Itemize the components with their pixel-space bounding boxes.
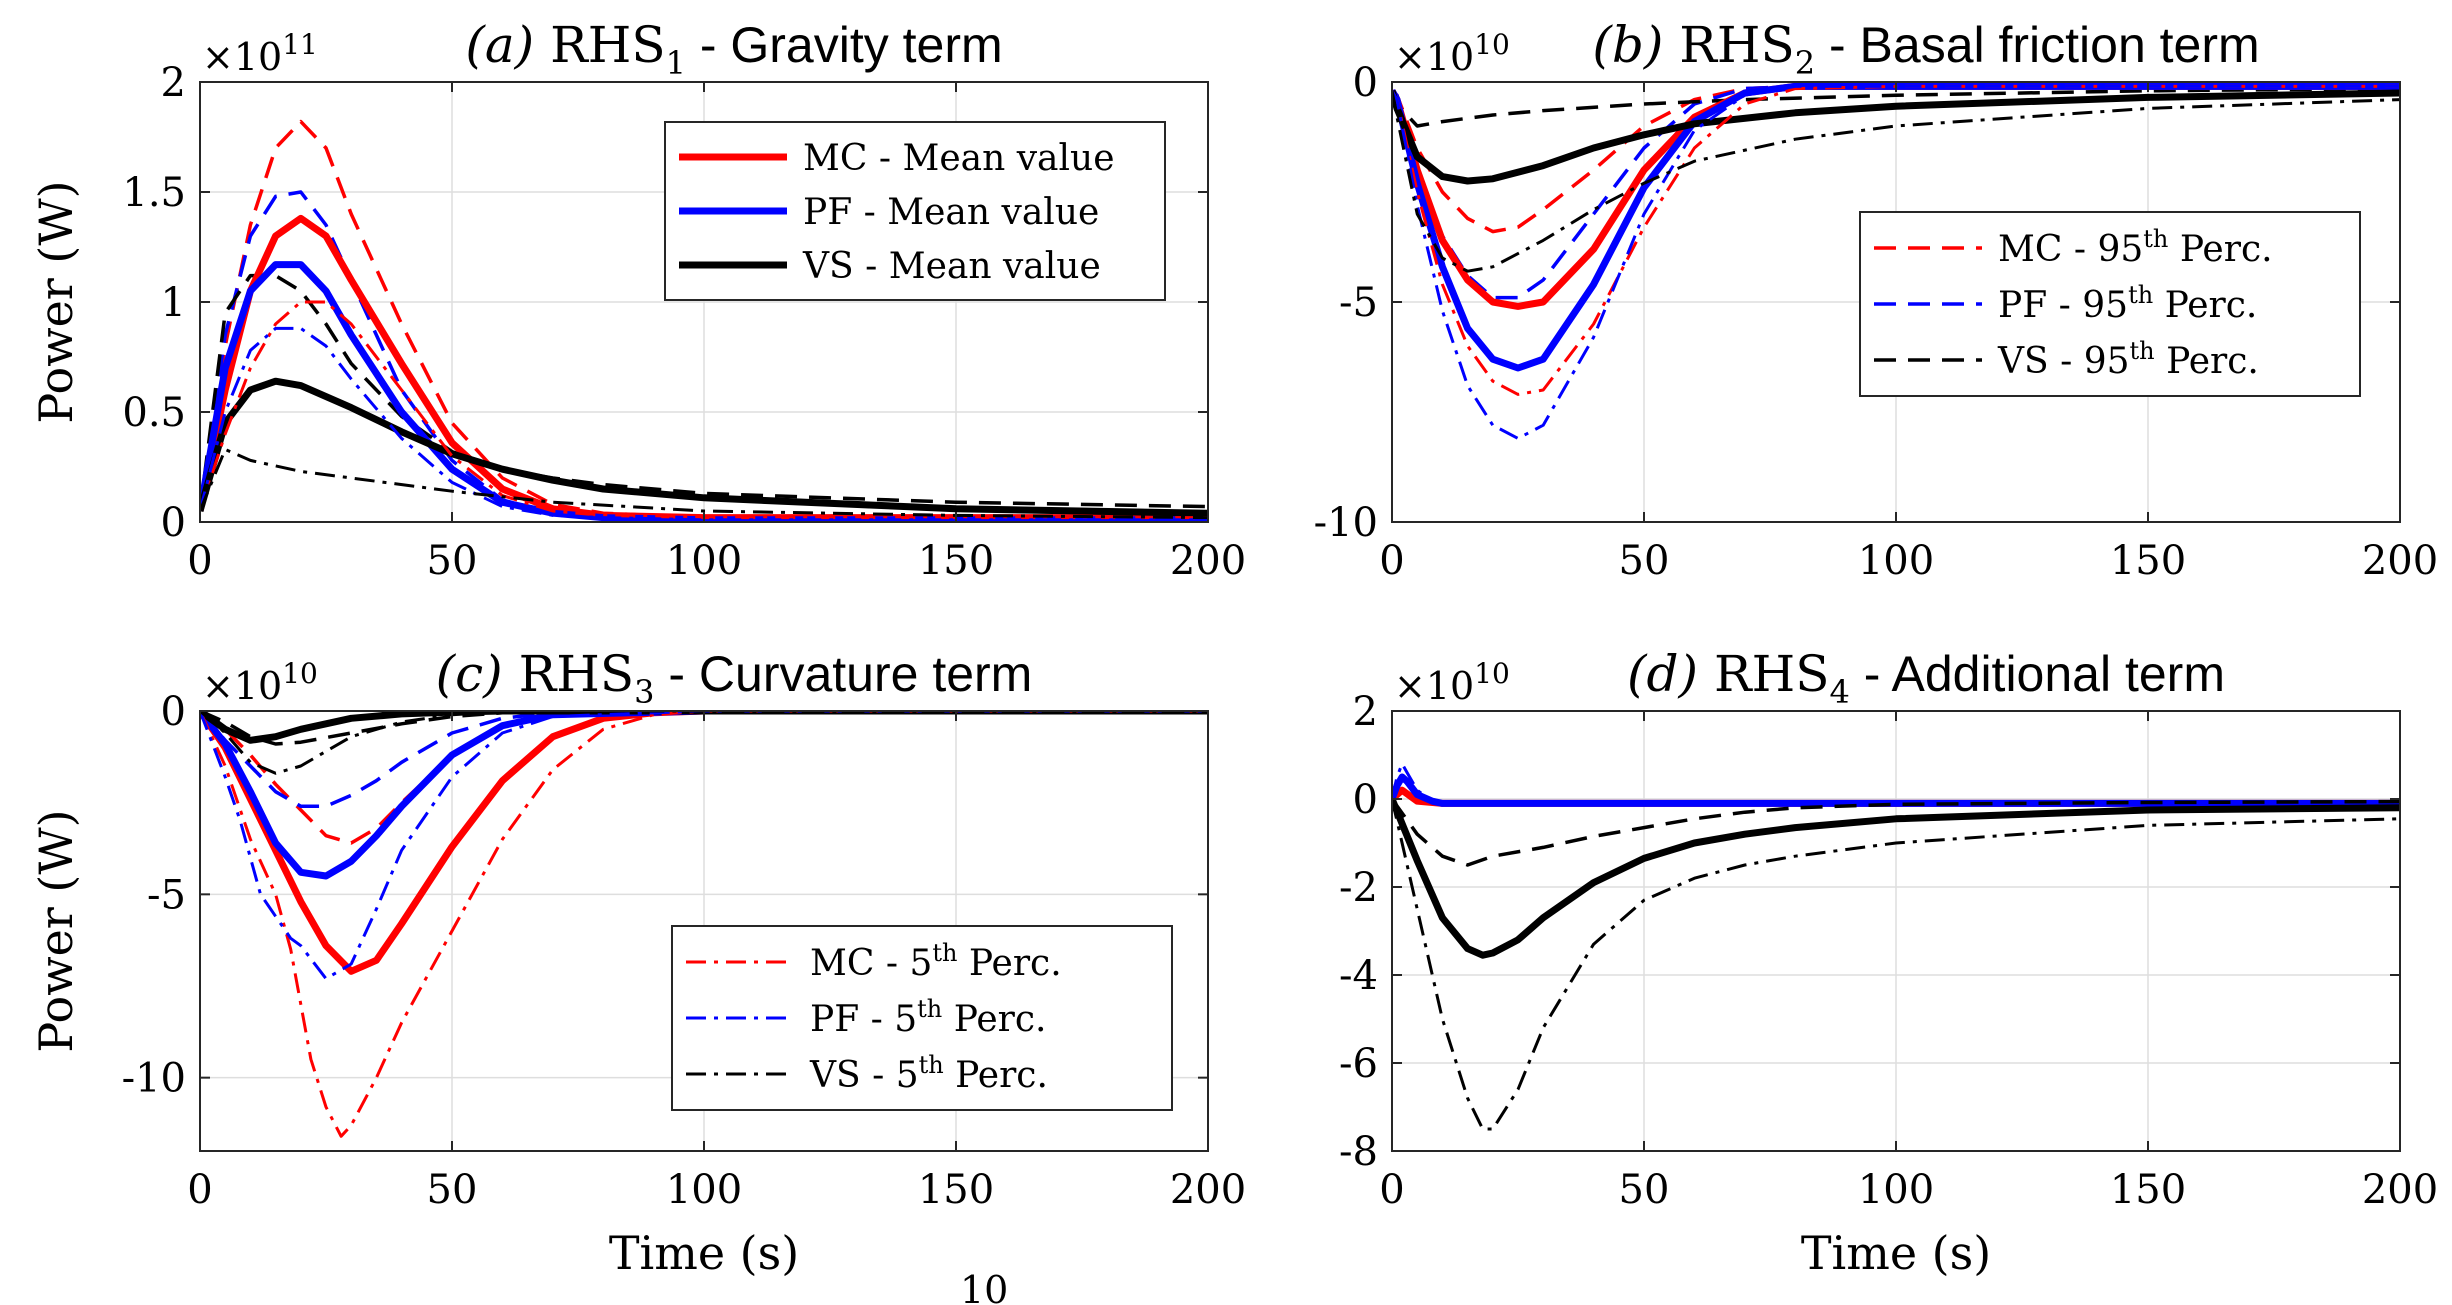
panel-title: (b) RHS2 - Basal friction term [1592, 16, 2259, 82]
series-line-dashdot [200, 711, 1208, 1138]
series-line-dashdot [200, 326, 1208, 522]
legend-label: MC - 5th Perc. [810, 939, 1062, 984]
x-tick-label: 50 [427, 538, 478, 584]
y-tick-label: -6 [1339, 1041, 1378, 1087]
legend-label: PF - 95th Perc. [1998, 281, 2257, 326]
legend-label: PF - 5th Perc. [810, 995, 1046, 1040]
x-tick-label: 150 [2110, 1167, 2186, 1213]
y-tick-label: -10 [122, 1056, 186, 1102]
y-tick-label: 0 [1353, 60, 1378, 106]
x-axis-label: Time (s) [609, 1226, 799, 1280]
y-tick-label: 1.5 [122, 170, 186, 216]
x-tick-label: 100 [666, 1167, 742, 1213]
x-tick-label: 0 [1379, 1167, 1404, 1213]
legend-label: VS - Mean value [802, 246, 1101, 287]
x-tick-label: 100 [666, 538, 742, 584]
x-tick-label: 200 [2362, 1167, 2438, 1213]
series-line-solid [1392, 89, 2400, 185]
y-tick-label: 0 [1353, 777, 1378, 823]
axis-multiplier: ×1011 [202, 28, 318, 79]
series-group [1392, 762, 2400, 1131]
footer-fragment: 10 [960, 1268, 1008, 1305]
series-line-solid [200, 711, 1208, 744]
x-tick-label: 150 [918, 1167, 994, 1213]
series-line-dashdot [200, 447, 1208, 520]
panel-a: 0 50 100 150 200 0 0.5 1 1.5 2 ×1011 (a) RHS1 - Gra… [29, 16, 1246, 584]
series-line-dashdot [200, 300, 1208, 520]
y-tick-label: -4 [1339, 953, 1378, 999]
series-line-dash [200, 711, 1208, 746]
y-tick-label: -2 [1339, 865, 1378, 911]
x-tick-label: 150 [918, 538, 994, 584]
legend-label: VS - 95th Perc. [1997, 337, 2259, 382]
legend-label: MC - Mean value [803, 138, 1115, 179]
y-tick-label: 2 [1353, 689, 1378, 735]
panel-title: (d) RHS4 - Additional term [1627, 645, 2225, 711]
x-tick-label: 0 [187, 538, 212, 584]
x-tick-label: 200 [1170, 538, 1246, 584]
x-tick-label: 50 [1619, 1167, 1670, 1213]
x-tick-label: 100 [1858, 1167, 1934, 1213]
series-line-dash [1392, 86, 2400, 128]
x-tick-label: 200 [2362, 538, 2438, 584]
panel-c: 0 50 100 150 200 0 -5 -10 ×1010 (c) RHS3 - Curvat… [29, 645, 1246, 1280]
panel-d: 0 50 100 150 200 2 0 -2 -4 -6 -8 ×1010 (d) RHS4 - Ad… [1339, 645, 2438, 1280]
panel-b: 0 50 100 150 200 0 -5 -10 ×1010 (b) RHS2 - Basal … [1314, 16, 2439, 584]
series-line-dashdot [200, 711, 1208, 981]
y-tick-label: 1 [161, 280, 186, 326]
series-line-solid [200, 377, 1208, 517]
series-line-solid [1392, 797, 2400, 959]
x-axis-label: Time (s) [1801, 1226, 1991, 1280]
y-tick-label: 0 [161, 500, 186, 546]
series-line-dash [1392, 797, 2400, 867]
series-group [200, 711, 1208, 1138]
y-tick-label: 0 [161, 689, 186, 735]
y-tick-label: -5 [1339, 280, 1378, 326]
legend-label: MC - 95th Perc. [1998, 225, 2273, 270]
x-tick-label: 0 [187, 1167, 212, 1213]
axis-multiplier: ×1010 [1394, 657, 1510, 708]
x-tick-label: 200 [1170, 1167, 1246, 1213]
y-tick-label: 0.5 [122, 390, 186, 436]
series-line-dashdot [200, 711, 1208, 775]
panel-title: (a) RHS1 - Gravity term [465, 16, 1002, 82]
series-line-dashdot [1392, 84, 2400, 440]
series-group [1392, 82, 2400, 440]
x-tick-label: 0 [1379, 538, 1404, 584]
series-group [200, 119, 1208, 522]
series-line-dashdot [1392, 798, 2400, 1131]
panel-title: (c) RHS3 - Curvature term [436, 645, 1033, 711]
series-line-solid [1392, 82, 2400, 372]
y-tick-label: -5 [147, 872, 186, 918]
legend-label: VS - 5th Perc. [809, 1051, 1048, 1096]
x-tick-label: 100 [1858, 538, 1934, 584]
y-axis-label: Power (W) [29, 809, 83, 1052]
series-line-dashdot [1392, 84, 2400, 396]
x-tick-label: 150 [2110, 538, 2186, 584]
x-tick-label: 50 [1619, 538, 1670, 584]
y-tick-label: -8 [1339, 1129, 1378, 1175]
series-line-dash [200, 711, 1208, 845]
y-tick-label: 2 [161, 60, 186, 106]
x-tick-label: 50 [427, 1167, 478, 1213]
axis-multiplier: ×1010 [1394, 28, 1510, 79]
y-axis-label: Power (W) [29, 180, 83, 423]
axis-multiplier: ×1010 [202, 657, 318, 708]
y-tick-label: -10 [1314, 500, 1378, 546]
series-line-dashdot [1392, 90, 2400, 273]
legend-label: PF - Mean value [803, 192, 1099, 233]
